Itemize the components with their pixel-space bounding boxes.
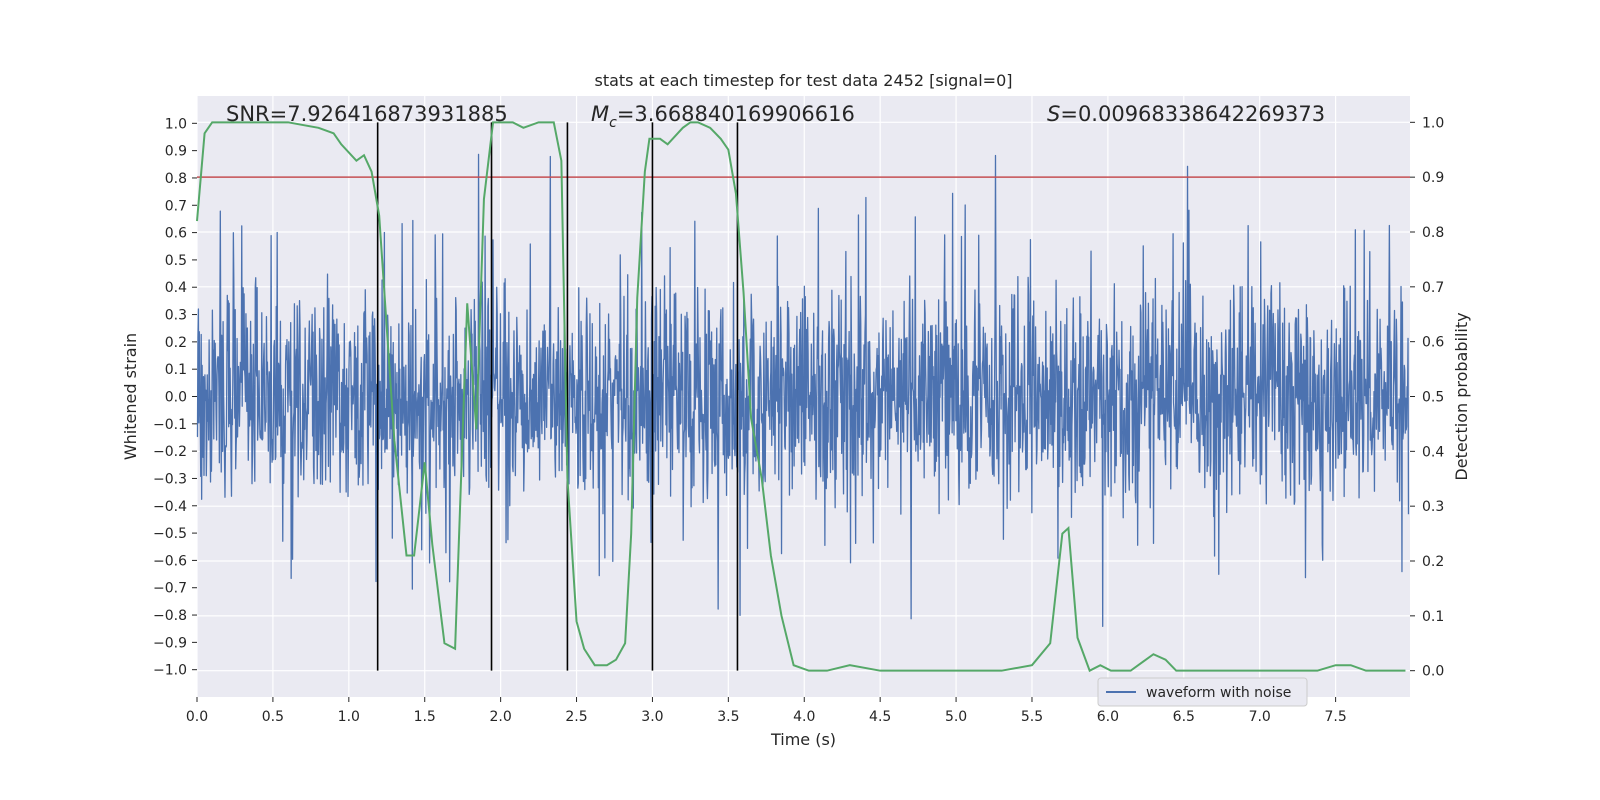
y2-tick-label: 0.3: [1422, 499, 1444, 515]
y2-axis-label: Detection probability: [1452, 312, 1471, 480]
y-tick-label: 0.3: [165, 308, 187, 324]
x-tick-label: 0.5: [262, 709, 284, 725]
y2-tick-label: 0.6: [1422, 335, 1444, 351]
legend: waveform with noise: [1097, 677, 1308, 707]
mc-value: =3.668840169906616: [617, 102, 855, 126]
x-tick-label: 3.5: [717, 709, 739, 725]
x-axis-label: Time (s): [770, 730, 836, 749]
y2-tick-label: 1.0: [1422, 115, 1444, 131]
chart-title: stats at each timestep for test data 245…: [594, 71, 1012, 90]
y-tick-label: −0.7: [153, 581, 187, 597]
chirp-mass-annotation: Mc=3.668840169906616: [591, 102, 855, 131]
s-annotation: S=0.00968338642269373: [1047, 102, 1325, 126]
x-tick-label: 5.5: [1021, 709, 1043, 725]
y2-tick-label: 0.7: [1422, 280, 1444, 296]
axes: 0.0 0.5 1.0 1.5 2.0 2.5 3.0 3.5 4.0 4.5 5.0 5.5 6.0 6…: [153, 115, 1444, 725]
y-tick-label: −0.4: [153, 499, 187, 515]
y2-tick-label: 0.5: [1422, 390, 1444, 406]
mc-subscript: c: [609, 115, 617, 131]
x-tick-label: 4.5: [869, 709, 891, 725]
y-tick-label: −0.3: [153, 471, 187, 487]
y-tick-label: 0.1: [165, 362, 187, 378]
y-tick-label: −0.8: [153, 608, 187, 624]
x-tick-label: 4.0: [793, 709, 815, 725]
x-tick-label: 2.5: [565, 709, 587, 725]
y-tick-label: −0.5: [153, 526, 187, 542]
y-tick-label: 0.4: [165, 280, 187, 296]
y2-tick-label: 0.0: [1422, 664, 1444, 680]
y2-tick-label: 0.1: [1422, 609, 1444, 625]
x-tick-label: 7.0: [1249, 709, 1271, 725]
x-tick-label: 3.0: [641, 709, 663, 725]
x-tick-label: 7.5: [1324, 709, 1346, 725]
y2-tick-label: 0.2: [1422, 554, 1444, 570]
x-tick-label: 6.0: [1097, 709, 1119, 725]
snr-annotation: SNR=7.926416873931885: [226, 102, 508, 126]
strain-series: [196, 153, 1410, 628]
x-tick-label: 6.5: [1173, 709, 1195, 725]
y-tick-label: 0.7: [165, 198, 187, 214]
y2-tick-label: 0.9: [1422, 170, 1444, 186]
y2-tick-label: 0.4: [1422, 444, 1444, 460]
legend-label-strain: waveform with noise: [1146, 685, 1291, 701]
x-tick-label: 2.0: [489, 709, 511, 725]
s-symbol: S: [1047, 102, 1060, 126]
mc-symbol: M: [591, 102, 609, 126]
strain-line: [196, 153, 1410, 628]
y-tick-label: −0.9: [153, 635, 187, 651]
x-tick-label: 1.0: [338, 709, 360, 725]
probability-series: [196, 121, 1406, 673]
y-tick-label: 0.9: [165, 144, 187, 160]
y-axis-label: Whitened strain: [121, 333, 140, 460]
x-tick-label: 1.5: [414, 709, 436, 725]
y-tick-label: 0.0: [165, 390, 187, 406]
legend-box: [1097, 677, 1308, 707]
y-tick-label: 1.0: [165, 116, 187, 132]
y-tick-label: −0.6: [153, 553, 187, 569]
s-value: =0.00968338642269373: [1060, 102, 1325, 126]
y-tick-label: 0.8: [165, 171, 187, 187]
y-tick-label: −0.1: [153, 417, 187, 433]
x-tick-label: 5.0: [945, 709, 967, 725]
y-tick-label: −1.0: [153, 663, 187, 679]
y2-tick-label: 0.8: [1422, 225, 1444, 241]
y-tick-label: 0.6: [165, 226, 187, 242]
probability-line: [196, 121, 1406, 673]
y-tick-label: 0.5: [165, 253, 187, 269]
y-tick-label: −0.2: [153, 444, 187, 460]
x-tick-label: 0.0: [186, 709, 208, 725]
y-tick-label: 0.2: [165, 335, 187, 351]
